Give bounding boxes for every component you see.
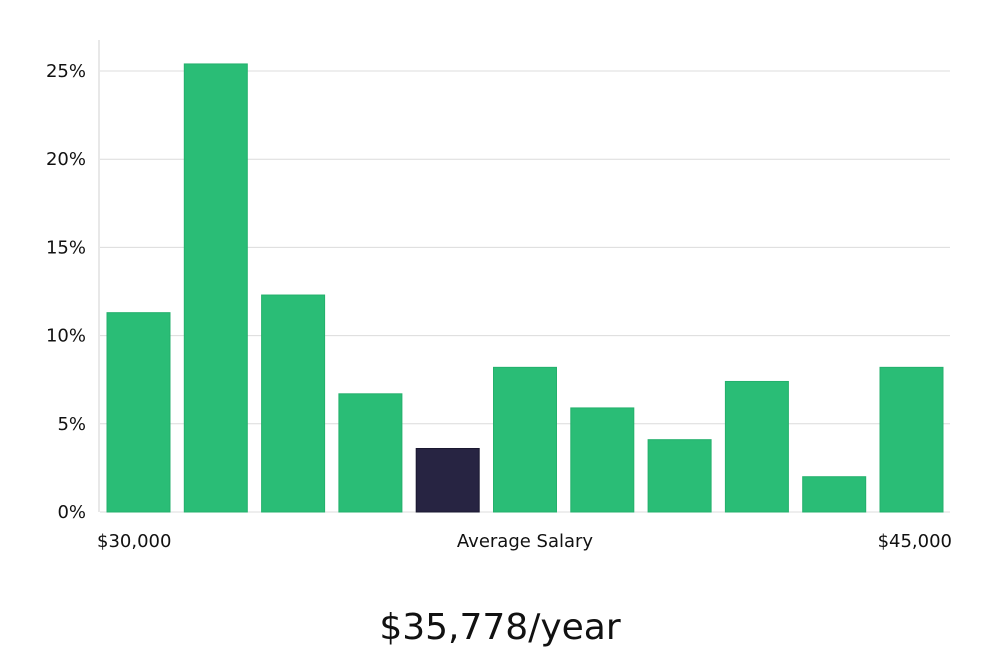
y-tick-label: 10% [46, 326, 86, 347]
y-axis-tick-labels: 0% 5% 10% 15% 20% 25% [46, 61, 86, 523]
x-axis-labels: $30,000 Average Salary $45,000 [97, 531, 952, 552]
bar [261, 294, 326, 513]
y-tick-label: 0% [57, 502, 86, 523]
bar [493, 366, 557, 513]
y-tick-label: 20% [46, 149, 86, 170]
x-label-min: $30,000 [97, 531, 171, 552]
y-tick-label: 5% [57, 414, 86, 435]
x-label-max: $45,000 [878, 531, 952, 552]
salary-distribution-chart: 0% 5% 10% 15% 20% 25% $30,000 Average Salary … [46, 40, 952, 552]
bar [570, 407, 635, 513]
bar [879, 366, 944, 513]
y-tick-label: 25% [46, 61, 86, 82]
bar [106, 312, 171, 513]
bar [338, 393, 403, 513]
bar [183, 63, 248, 513]
x-axis-title: Average Salary [457, 531, 594, 552]
average-salary-value: $35,778/year [379, 607, 621, 648]
bar [724, 380, 789, 513]
bar [647, 439, 712, 513]
y-tick-label: 15% [46, 237, 86, 258]
bar-highlighted [415, 447, 480, 513]
bar [802, 476, 867, 513]
bars [106, 63, 944, 513]
